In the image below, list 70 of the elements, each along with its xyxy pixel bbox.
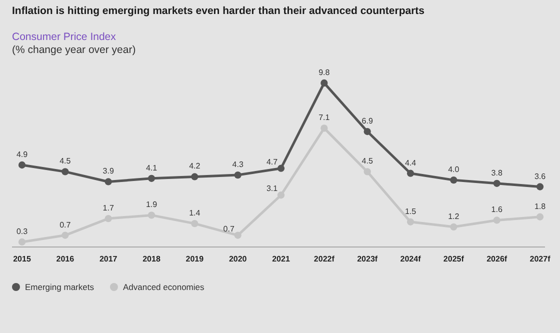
legend-label: Emerging markets xyxy=(25,282,94,292)
point xyxy=(148,212,156,219)
data-label: 1.4 xyxy=(189,208,201,218)
chart-title: Inflation is hitting emerging markets even harder than their advanced counterparts xyxy=(12,5,425,17)
x-tick-label: 2025f xyxy=(443,254,464,264)
data-label: 4.7 xyxy=(266,157,278,166)
x-tick-label: 2021 xyxy=(272,254,290,264)
point xyxy=(406,218,414,226)
data-label: 4.9 xyxy=(16,150,28,159)
data-label: 4.0 xyxy=(448,165,460,174)
point xyxy=(18,161,26,169)
point xyxy=(450,176,458,184)
legend-label: Advanced economies xyxy=(122,282,204,292)
point xyxy=(536,183,544,190)
y-axis-title: (% change year over year) xyxy=(12,44,136,56)
x-tick-label: 2020 xyxy=(228,254,248,264)
point xyxy=(18,238,26,246)
data-label: 6.9 xyxy=(362,116,374,126)
x-tick-label: 2017 xyxy=(99,254,118,264)
x-tick-label: 2015 xyxy=(13,254,32,264)
x-tick-label: 2026f xyxy=(486,254,508,264)
point xyxy=(234,232,242,239)
point xyxy=(493,216,500,224)
x-tick-label: 2024f xyxy=(400,254,422,264)
point xyxy=(450,223,458,230)
data-label: 4.3 xyxy=(232,160,244,170)
data-label: 0.7 xyxy=(223,224,235,234)
point xyxy=(191,173,198,180)
point xyxy=(320,124,328,132)
point xyxy=(536,213,544,220)
x-tick-label: 2023f xyxy=(357,254,378,264)
data-label: 0.7 xyxy=(60,220,72,230)
point xyxy=(277,192,285,199)
data-label: 1.7 xyxy=(102,204,114,213)
point xyxy=(406,170,414,177)
point xyxy=(320,79,328,87)
x-tick-label: 2016 xyxy=(56,254,75,264)
x-tick-label: 2019 xyxy=(186,254,204,264)
data-label: 0.3 xyxy=(16,226,28,236)
data-label: 4.4 xyxy=(404,158,417,168)
point xyxy=(493,180,500,187)
data-label: 1.2 xyxy=(448,212,460,221)
point xyxy=(364,128,371,136)
data-label: 3.8 xyxy=(491,168,503,178)
data-label: 9.8 xyxy=(318,68,330,77)
point xyxy=(277,164,285,172)
point xyxy=(234,171,242,179)
data-label: 3.6 xyxy=(534,172,546,181)
chart-subtitle: Consumer Price Index xyxy=(12,31,117,43)
data-label: 1.9 xyxy=(146,200,158,210)
data-label: 4.5 xyxy=(60,156,72,166)
data-label: 1.8 xyxy=(534,202,546,211)
data-label: 4.2 xyxy=(189,162,201,171)
data-label: 1.6 xyxy=(491,205,503,214)
data-label: 3.9 xyxy=(102,166,114,176)
data-label: 4.5 xyxy=(362,156,374,166)
data-label: 3.1 xyxy=(266,184,278,194)
data-label: 4.1 xyxy=(146,163,158,172)
point xyxy=(62,232,69,239)
point xyxy=(62,168,69,176)
point xyxy=(191,220,198,228)
data-label: 1.5 xyxy=(404,206,417,216)
point xyxy=(364,168,371,176)
point xyxy=(104,214,112,222)
data-label: 7.1 xyxy=(318,113,330,122)
x-tick-label: 2018 xyxy=(142,254,161,264)
point xyxy=(104,178,112,186)
point xyxy=(148,174,156,182)
x-tick-label: 2027f xyxy=(530,254,551,264)
x-tick-label: 2022f xyxy=(314,254,335,264)
